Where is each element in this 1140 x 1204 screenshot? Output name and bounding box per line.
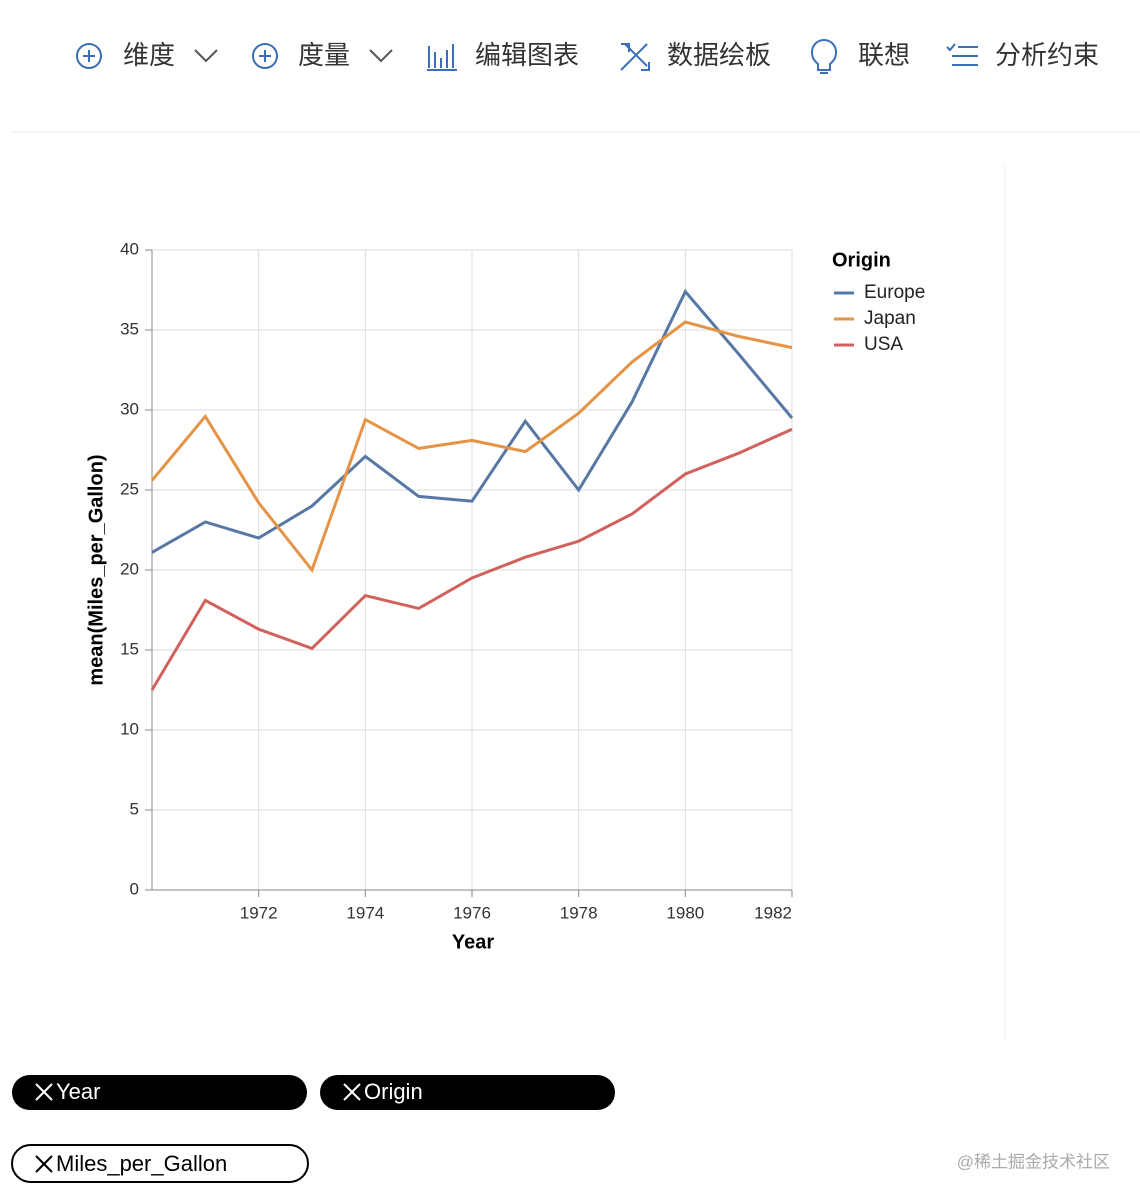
pill-label: Year xyxy=(56,1079,100,1104)
toolbar-label: 度量 xyxy=(298,40,350,70)
toolbar-label: 联想 xyxy=(858,40,910,70)
pill[interactable]: Miles_per_Gallon xyxy=(11,1144,309,1183)
series-line xyxy=(151,288,794,554)
y-tick-label: 10 xyxy=(120,719,139,738)
series-line xyxy=(150,320,793,574)
y-tick-label: 30 xyxy=(120,399,139,418)
series-line xyxy=(150,427,793,691)
y-tick-label: 25 xyxy=(120,479,139,498)
toolbar-label: 编辑图表 xyxy=(475,40,579,70)
x-tick-label: 1980 xyxy=(666,903,704,922)
constraint-button[interactable]: 分析约束 xyxy=(946,40,1099,70)
legend-title: Origin xyxy=(832,249,891,271)
y-tick-label: 15 xyxy=(120,639,139,658)
x-tick-label: 1976 xyxy=(453,903,491,922)
y-tick-label: 5 xyxy=(130,799,139,818)
toolbar-label: 分析约束 xyxy=(995,40,1099,70)
data-board-button[interactable]: 数据绘板 xyxy=(620,40,771,71)
dimension-button[interactable]: 维度 xyxy=(76,40,218,70)
measure-button[interactable]: 度量 xyxy=(252,40,393,70)
toolbar-label: 维度 xyxy=(123,40,175,70)
associate-button[interactable]: 联想 xyxy=(810,39,910,74)
x-tick-label: 1972 xyxy=(240,903,278,922)
pill[interactable]: Year xyxy=(12,1075,307,1110)
pill-label: Miles_per_Gallon xyxy=(56,1151,227,1176)
watermark: @稀土掘金技术社区 xyxy=(957,1152,1110,1171)
pill[interactable]: Origin xyxy=(320,1075,615,1110)
toolbar: 维度 度量 编辑图表 数据绘板 联想 分析约束 xyxy=(76,39,1099,74)
y-tick-label: 40 xyxy=(120,239,139,258)
y-tick-label: 35 xyxy=(120,319,139,338)
edit-chart-button[interactable]: 编辑图表 xyxy=(427,40,579,71)
x-tick-label: 1974 xyxy=(346,903,384,922)
pill-label: Origin xyxy=(364,1079,423,1104)
legend-label: Japan xyxy=(864,308,916,329)
y-tick-label: 0 xyxy=(130,879,139,898)
y-axis-label: mean(Miles_per_Gallon) xyxy=(85,454,107,685)
chart: Year mean(Miles_per_Gallon) Origin 0 5 10 1… xyxy=(85,239,925,953)
legend-label: Europe xyxy=(864,282,925,303)
y-tick-label: 20 xyxy=(120,559,139,578)
x-tick-label: 1978 xyxy=(560,903,598,922)
x-axis-label: Year xyxy=(452,931,494,953)
legend-label: USA xyxy=(864,334,903,355)
x-tick-label: 1982 xyxy=(754,903,792,922)
toolbar-label: 数据绘板 xyxy=(667,40,771,70)
pills: Year Origin Miles_per_Gallon xyxy=(11,1075,615,1183)
